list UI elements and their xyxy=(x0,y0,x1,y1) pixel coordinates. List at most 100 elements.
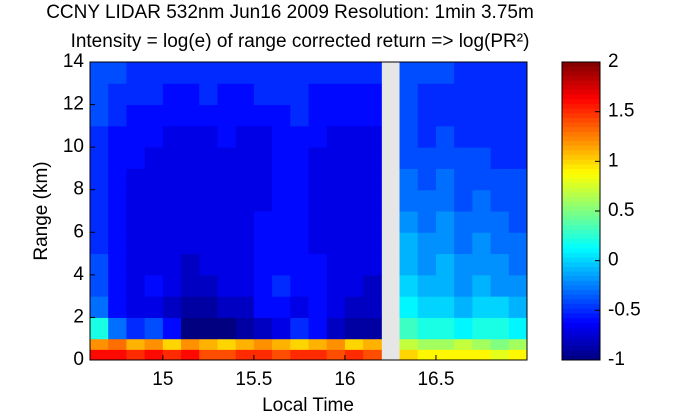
heatmap-cell xyxy=(217,232,237,255)
heatmap-cell xyxy=(435,104,455,127)
heatmap-cell xyxy=(217,147,237,169)
heatmap-cell xyxy=(399,232,419,255)
colorbar-segment xyxy=(562,108,600,114)
heatmap-cell xyxy=(90,168,109,191)
heatmap-cell xyxy=(253,104,273,127)
heatmap-cell xyxy=(508,62,528,84)
heatmap-cell xyxy=(308,147,328,169)
heatmap-cell xyxy=(363,83,382,106)
heatmap-cell xyxy=(126,168,146,191)
heatmap-cell xyxy=(508,211,528,233)
heatmap-cell xyxy=(253,274,273,297)
heatmap-cell xyxy=(363,232,382,255)
heatmap-cell xyxy=(435,296,455,318)
colorbar-segment xyxy=(562,318,600,324)
heatmap-cell xyxy=(126,317,146,340)
heatmap-cell xyxy=(253,62,273,84)
colorbar-segment xyxy=(562,159,600,165)
heatmap-cell xyxy=(290,189,309,212)
heatmap-cell xyxy=(308,62,328,84)
heatmap-cell xyxy=(162,253,182,276)
heatmap-cell xyxy=(290,168,309,191)
heatmap-cell xyxy=(344,349,364,361)
y-tick-label: 2 xyxy=(73,306,84,327)
heatmap-cell xyxy=(126,104,146,127)
heatmap-cell xyxy=(435,83,455,106)
heatmap-cell xyxy=(235,125,255,148)
heatmap-cell xyxy=(199,211,218,233)
heatmap-cell xyxy=(454,232,473,255)
heatmap-cell xyxy=(490,253,510,276)
heatmap-cell xyxy=(308,296,328,318)
colorbar-segment xyxy=(562,103,600,110)
colorbar-segment xyxy=(562,164,600,170)
heatmap-cell xyxy=(253,232,273,255)
colorbar-segment xyxy=(562,252,600,259)
heatmap-cell xyxy=(253,338,273,350)
heatmap-cell xyxy=(363,125,382,148)
heatmap-cell xyxy=(235,147,255,169)
colorbar-tick-label: 0 xyxy=(608,250,619,271)
heatmap-cell xyxy=(490,232,510,255)
colorbar-segment xyxy=(562,276,600,282)
heatmap-cell xyxy=(272,232,291,255)
heatmap-cell xyxy=(363,62,382,84)
heatmap-cell xyxy=(344,147,364,169)
heatmap-cell xyxy=(435,62,455,84)
plot-frame xyxy=(89,61,528,361)
heatmap-cell xyxy=(144,189,164,212)
heatmap-cell xyxy=(490,168,510,191)
heatmap-cell xyxy=(399,83,419,106)
heatmap-cell xyxy=(144,338,164,350)
colorbar-segment xyxy=(562,117,600,124)
heatmap-cell xyxy=(363,274,382,297)
heatmap-cell xyxy=(508,104,528,127)
heatmap-cell xyxy=(162,147,182,169)
y-tick-label: 4 xyxy=(73,264,84,285)
heatmap-cell xyxy=(199,253,218,276)
heatmap-cell xyxy=(435,317,455,340)
heatmap-cell xyxy=(90,296,109,318)
heatmap-cell xyxy=(272,189,291,212)
heatmap-cell xyxy=(235,211,255,233)
heatmap-cell xyxy=(181,338,200,350)
heatmap-cell xyxy=(417,296,437,318)
colorbar-segment xyxy=(562,229,600,235)
colorbar-tick-label: 1 xyxy=(608,150,619,171)
colorbar-segment xyxy=(562,201,600,207)
heatmap-cell xyxy=(199,125,218,148)
colorbar-segment xyxy=(562,238,600,245)
heatmap-cell xyxy=(90,338,109,350)
heatmap-cell xyxy=(144,147,164,169)
colorbar-segment xyxy=(562,192,600,198)
heatmap-cell xyxy=(181,274,200,297)
heatmap-cell xyxy=(90,317,109,340)
heatmap-cell xyxy=(454,317,473,340)
heatmap-cell xyxy=(290,232,309,255)
heatmap-cell xyxy=(417,83,437,106)
heatmap-cell xyxy=(181,189,200,212)
heatmap-cell xyxy=(181,168,200,191)
heatmap-cell xyxy=(199,232,218,255)
heatmap-cell xyxy=(272,338,291,350)
heatmap-cell xyxy=(126,338,146,350)
heatmap-cell xyxy=(363,189,382,212)
heatmap-cell xyxy=(472,104,492,127)
heatmap-cell xyxy=(308,274,328,297)
heatmap-cell xyxy=(326,317,346,340)
heatmap-cell xyxy=(272,104,291,127)
heatmap-cell xyxy=(199,274,218,297)
heatmap-cell xyxy=(326,62,346,84)
heatmap-cell xyxy=(508,83,528,106)
heatmap-cell xyxy=(126,274,146,297)
heatmap-cell xyxy=(454,83,473,106)
heatmap-cell xyxy=(90,62,109,84)
heatmap-cell xyxy=(344,317,364,340)
colorbar-segment xyxy=(562,75,600,82)
heatmap-cell xyxy=(144,125,164,148)
heatmap-cell xyxy=(417,147,437,169)
heatmap-cell xyxy=(235,296,255,318)
heatmap-cell xyxy=(508,125,528,148)
heatmap-cell xyxy=(253,211,273,233)
heatmap-cell xyxy=(490,125,510,148)
